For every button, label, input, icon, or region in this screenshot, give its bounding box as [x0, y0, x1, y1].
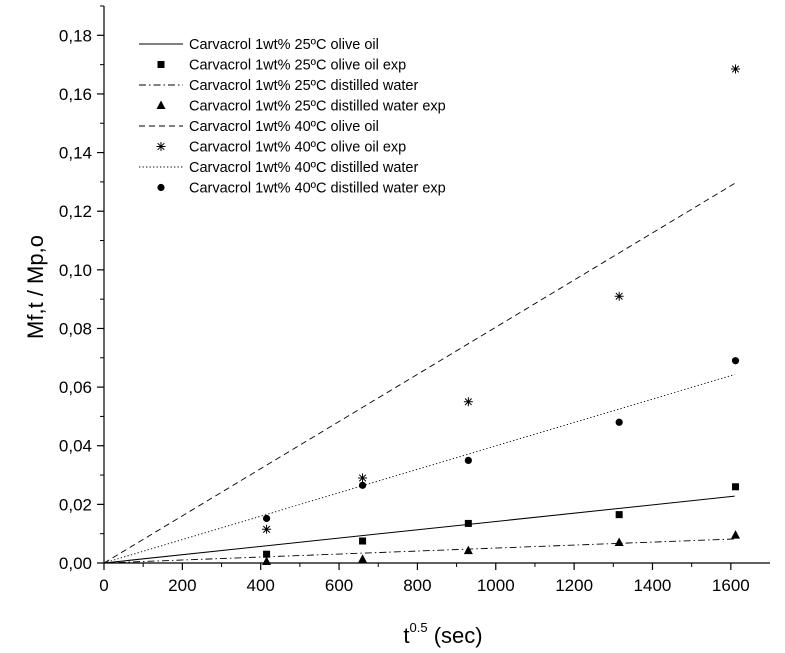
legend-entry: Carvacrol 1wt% 40ºC distilled water	[139, 160, 418, 176]
legend-marker	[156, 142, 166, 151]
y-tick-label: 0,10	[59, 261, 92, 280]
fit-line	[103, 538, 735, 564]
legend-entry: Carvacrol 1wt% 25ºC distilled water exp	[156, 99, 446, 115]
data-point	[262, 556, 272, 566]
y-axis-title: Mf,t / Mp,o	[23, 235, 48, 339]
data-point	[614, 537, 624, 546]
x-axis-title-sup: 0.5	[410, 620, 428, 635]
y-tick-label: 0,06	[59, 378, 92, 397]
x-axis-title-rest: (sec)	[428, 623, 483, 648]
x-tick-label: 1200	[555, 576, 593, 595]
x-tick-label: 0	[99, 576, 108, 595]
x-tick-label: 1400	[634, 576, 672, 595]
data-point	[614, 291, 624, 301]
data-point	[464, 519, 472, 527]
y-tick-label: 0,00	[59, 554, 92, 573]
data-point	[615, 418, 623, 426]
series-6	[103, 374, 735, 564]
x-axis-title: t0.5 (sec)	[403, 620, 482, 648]
series-2	[103, 538, 735, 564]
legend-entry: Carvacrol 1wt% 40ºC olive oil	[139, 119, 379, 135]
y-tick-label: 0,02	[59, 495, 92, 514]
y-tick-label: 0,16	[59, 85, 92, 104]
data-point	[731, 357, 740, 365]
legend: Carvacrol 1wt% 25ºC olive oil Carvacrol 1…	[139, 37, 446, 197]
data-point	[262, 524, 272, 534]
data-point	[731, 64, 741, 74]
legend-label: Carvacrol 1wt% 40ºC distilled water	[189, 160, 418, 176]
fit-line	[103, 374, 735, 564]
data-point	[463, 397, 473, 407]
series-5	[262, 64, 741, 534]
x-tick-label: 800	[403, 576, 431, 595]
legend-label: Carvacrol 1wt% 25ºC distilled water	[189, 78, 418, 94]
x-tick-label: 600	[325, 576, 353, 595]
series-1	[263, 483, 740, 558]
fit-line	[103, 495, 735, 564]
legend-entry: Carvacrol 1wt% 40ºC distilled water exp	[157, 181, 446, 197]
data-point	[359, 537, 367, 545]
x-tick-label: 1000	[477, 576, 515, 595]
data-point	[262, 514, 271, 523]
series-layer	[103, 64, 741, 566]
x-tick-label: 400	[247, 576, 275, 595]
x-tick-label: 1600	[712, 576, 750, 595]
series-4	[103, 182, 735, 564]
y-tick-label: 0,04	[59, 437, 92, 456]
legend-label: Carvacrol 1wt% 25ºC olive oil exp	[189, 58, 406, 74]
legend-label: Carvacrol 1wt% 40ºC distilled water exp	[189, 181, 446, 197]
legend-entry: Carvacrol 1wt% 25ºC olive oil	[139, 37, 379, 53]
legend-entry: Carvacrol 1wt% 25ºC olive oil exp	[157, 58, 406, 74]
y-tick-label: 0,18	[59, 26, 92, 45]
legend-entry: Carvacrol 1wt% 40ºC olive oil exp	[156, 140, 406, 156]
legend-label: Carvacrol 1wt% 40ºC olive oil exp	[189, 140, 406, 156]
x-tick-label: 200	[168, 576, 196, 595]
y-tick-label: 0,14	[59, 144, 92, 163]
legend-marker	[157, 183, 165, 192]
data-point	[263, 550, 271, 558]
y-tick-label: 0,08	[59, 319, 92, 338]
legend-entry: Carvacrol 1wt% 25ºC distilled water	[139, 78, 418, 94]
legend-label: Carvacrol 1wt% 40ºC olive oil	[189, 119, 379, 135]
data-point	[615, 511, 623, 519]
x-axis-title-base: t	[403, 623, 409, 648]
axes-layer: 0 200 400 600 800 1000 1200 1400 1600 0,00 0,02 0,0…	[59, 5, 770, 595]
data-point	[358, 481, 367, 489]
legend-label: Carvacrol 1wt% 25ºC distilled water exp	[189, 99, 446, 115]
legend-marker	[156, 100, 166, 109]
data-point	[463, 545, 473, 555]
data-point	[731, 530, 741, 539]
fit-line	[103, 182, 735, 564]
series-0	[103, 495, 735, 564]
legend-marker	[157, 61, 165, 68]
data-point	[464, 456, 472, 464]
data-point	[358, 554, 368, 563]
data-point	[732, 483, 740, 491]
data-point	[358, 473, 368, 483]
y-tick-label: 0,12	[59, 202, 92, 221]
legend-label: Carvacrol 1wt% 25ºC olive oil	[189, 37, 379, 53]
series-7	[262, 357, 740, 523]
